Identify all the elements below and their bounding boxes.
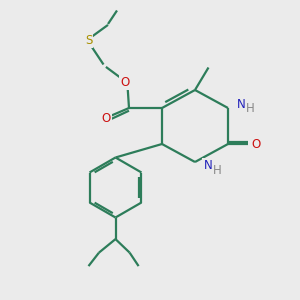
Text: N: N [236,98,245,111]
Text: O: O [102,112,111,125]
Text: N: N [203,159,212,172]
Text: O: O [120,76,129,89]
Text: H: H [246,102,255,115]
Text: O: O [251,137,260,151]
Text: H: H [213,164,222,177]
Text: S: S [85,34,92,47]
